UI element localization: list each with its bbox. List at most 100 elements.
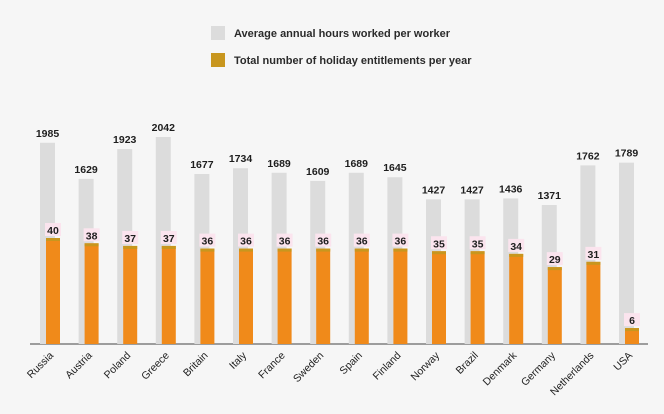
bar-cap-holidays-usa xyxy=(625,328,639,332)
category-label-sweden: Sweden xyxy=(291,350,326,385)
bar-cap-holidays-denmark xyxy=(509,253,524,257)
label-hours-norway: 1427 xyxy=(422,184,446,196)
category-label-france: France xyxy=(256,350,288,382)
category-label-spain: Spain xyxy=(337,350,365,378)
bar-hours-usa xyxy=(619,162,634,344)
bar-cap-holidays-sweden xyxy=(316,248,331,252)
label-hours-brazil: 1427 xyxy=(460,184,484,196)
label-hours-russia: 1985 xyxy=(36,128,60,140)
label-bg-holidays-spain xyxy=(353,233,370,247)
label-holidays-netherlands: 31 xyxy=(588,249,600,261)
label-holidays-austria: 38 xyxy=(86,230,98,242)
label-bg-holidays-usa xyxy=(624,313,640,327)
category-label-finland: Finland xyxy=(371,350,404,383)
label-holidays-sweden: 36 xyxy=(317,236,329,248)
bar-holidays-norway xyxy=(432,251,446,344)
bar-holidays-sweden xyxy=(316,248,331,344)
label-hours-sweden: 1609 xyxy=(306,166,330,178)
label-bg-holidays-france xyxy=(276,233,293,247)
category-label-britain: Britain xyxy=(181,350,211,380)
bar-cap-holidays-germany xyxy=(547,267,562,271)
label-bg-holidays-austria xyxy=(83,228,100,242)
label-holidays-denmark: 34 xyxy=(510,241,522,253)
label-bg-holidays-poland xyxy=(122,230,139,244)
category-label-denmark: Denmark xyxy=(481,349,520,388)
label-bg-holidays-russia xyxy=(45,223,61,236)
bar-cap-holidays-netherlands xyxy=(586,261,601,265)
bar-holidays-austria xyxy=(84,243,99,344)
label-bg-holidays-greece xyxy=(160,230,177,244)
bar-cap-holidays-austria xyxy=(84,243,99,247)
bars-group: 1985 40 Russia 1629 38 Austria 1923 37 Poland 204… xyxy=(25,122,640,398)
label-holidays-france: 36 xyxy=(279,236,291,248)
label-holidays-germany: 29 xyxy=(549,254,561,266)
label-hours-austria: 1629 xyxy=(74,164,98,176)
label-bg-holidays-netherlands xyxy=(585,246,602,260)
label-holidays-poland: 37 xyxy=(124,233,136,245)
label-bg-holidays-norway xyxy=(431,236,447,250)
category-label-poland: Poland xyxy=(102,350,134,382)
bar-holidays-greece xyxy=(161,245,176,344)
label-bg-holidays-britain xyxy=(199,233,216,247)
category-label-norway: Norway xyxy=(408,349,442,383)
label-hours-italy: 1734 xyxy=(229,153,253,165)
legend-label-holidays: Total number of holiday entitlements per… xyxy=(234,55,472,67)
category-label-usa: USA xyxy=(611,350,635,374)
label-holidays-usa: 6 xyxy=(629,315,635,327)
bar-cap-holidays-britain xyxy=(200,248,215,252)
label-holidays-greece: 37 xyxy=(163,233,175,245)
label-bg-holidays-sweden xyxy=(315,233,332,247)
label-bg-holidays-brazil xyxy=(469,236,486,250)
label-holidays-italy: 36 xyxy=(240,236,252,248)
label-hours-usa: 1789 xyxy=(615,148,639,160)
label-holidays-russia: 40 xyxy=(47,225,59,237)
bar-cap-holidays-brazil xyxy=(470,251,485,255)
bar-holidays-denmark xyxy=(509,253,524,344)
bar-cap-holidays-greece xyxy=(161,245,176,249)
label-hours-spain: 1689 xyxy=(345,158,369,170)
label-holidays-brazil: 35 xyxy=(472,238,484,250)
label-bg-holidays-denmark xyxy=(508,238,525,252)
label-hours-denmark: 1436 xyxy=(499,183,523,195)
category-label-austria: Austria xyxy=(63,350,95,382)
category-label-greece: Greece xyxy=(139,350,172,383)
label-bg-holidays-italy xyxy=(238,233,254,247)
bar-cap-holidays-france xyxy=(277,248,292,252)
bar-holidays-spain xyxy=(354,248,369,344)
legend-label-hours: Average annual hours worked per worker xyxy=(234,28,451,40)
label-bg-holidays-germany xyxy=(546,252,563,266)
legend-swatch-hours xyxy=(211,26,225,40)
bar-holidays-brazil xyxy=(470,251,485,344)
label-holidays-finland: 36 xyxy=(395,236,407,248)
label-hours-finland: 1645 xyxy=(383,162,407,174)
bar-holidays-britain xyxy=(200,248,215,344)
label-holidays-spain: 36 xyxy=(356,236,368,248)
bar-holidays-germany xyxy=(547,267,562,344)
label-hours-poland: 1923 xyxy=(113,134,137,146)
category-label-germany: Germany xyxy=(519,349,559,389)
bar-holidays-italy xyxy=(239,248,253,344)
label-hours-france: 1689 xyxy=(267,158,291,170)
category-label-italy: Italy xyxy=(227,349,250,372)
label-bg-holidays-finland xyxy=(392,233,409,247)
bar-cap-holidays-russia xyxy=(46,238,60,241)
category-label-russia: Russia xyxy=(25,350,56,381)
bar-holidays-finland xyxy=(393,248,408,344)
legend: Average annual hours worked per worker T… xyxy=(211,26,472,67)
label-hours-britain: 1677 xyxy=(190,159,214,171)
bar-holidays-russia xyxy=(46,238,60,344)
category-label-brazil: Brazil xyxy=(454,350,481,377)
bar-cap-holidays-finland xyxy=(393,248,408,252)
bar-cap-holidays-italy xyxy=(239,248,253,252)
bar-holidays-france xyxy=(277,248,292,344)
label-hours-greece: 2042 xyxy=(152,122,176,134)
bar-holidays-poland xyxy=(123,245,138,344)
bar-cap-holidays-poland xyxy=(123,245,138,249)
label-holidays-norway: 35 xyxy=(433,238,445,250)
legend-swatch-holidays xyxy=(211,53,225,67)
label-holidays-britain: 36 xyxy=(202,236,214,248)
bar-holidays-netherlands xyxy=(586,261,601,344)
bar-cap-holidays-spain xyxy=(354,248,369,252)
